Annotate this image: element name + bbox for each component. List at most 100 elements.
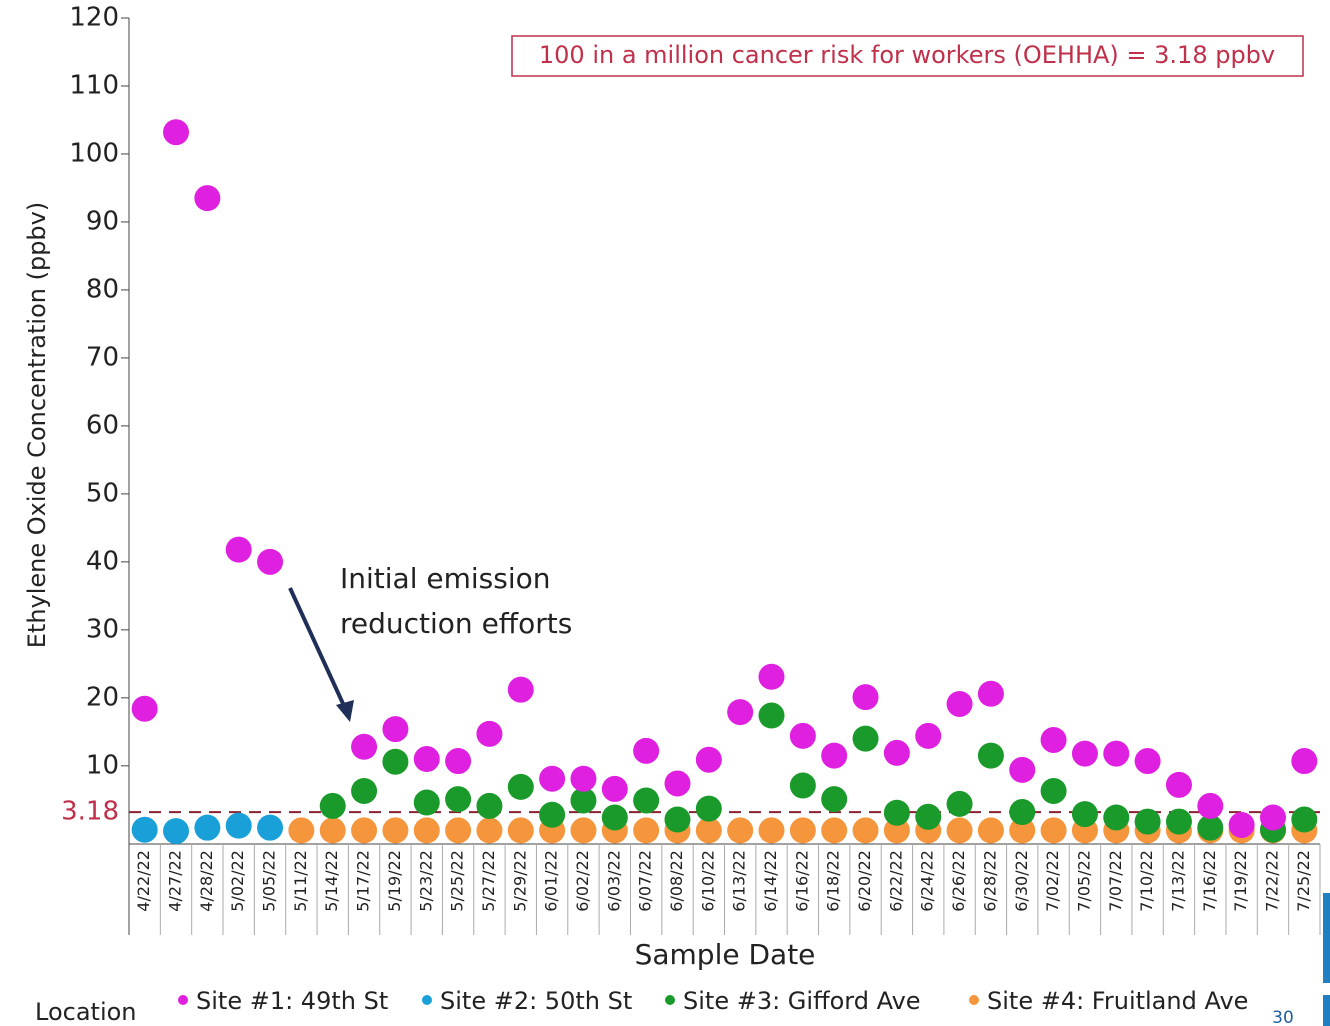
legend-label: Site #3: Gifford Ave bbox=[683, 987, 921, 1015]
data-point bbox=[1040, 817, 1067, 844]
data-point bbox=[977, 680, 1004, 707]
x-tick-label: 5/19/22 bbox=[385, 850, 404, 912]
annotation-text: reduction efforts bbox=[340, 607, 572, 640]
x-tick-label: 7/07/22 bbox=[1106, 850, 1125, 912]
data-point bbox=[445, 748, 472, 775]
data-point bbox=[382, 748, 409, 775]
data-point bbox=[507, 773, 534, 800]
data-point bbox=[695, 746, 722, 773]
data-point bbox=[601, 775, 628, 802]
data-point bbox=[758, 817, 785, 844]
data-point bbox=[915, 722, 942, 749]
x-tick-label: 7/13/22 bbox=[1168, 850, 1187, 912]
data-point bbox=[319, 817, 346, 844]
y-tick-label: 80 bbox=[86, 274, 119, 304]
data-point bbox=[852, 684, 879, 711]
x-tick-label: 6/13/22 bbox=[730, 850, 749, 912]
data-point bbox=[1040, 777, 1067, 804]
data-point bbox=[1259, 804, 1286, 831]
x-tick-label: 7/16/22 bbox=[1200, 850, 1219, 912]
data-point bbox=[413, 817, 440, 844]
data-point bbox=[1197, 814, 1224, 841]
data-point bbox=[1291, 748, 1318, 775]
x-tick-label: 4/27/22 bbox=[166, 850, 185, 912]
arrow-head bbox=[336, 700, 354, 722]
y-tick-label: 40 bbox=[86, 546, 119, 576]
x-tick-label: 7/02/22 bbox=[1043, 850, 1062, 912]
data-point bbox=[946, 817, 973, 844]
data-point bbox=[413, 789, 440, 816]
y-tick-label: 60 bbox=[86, 410, 119, 440]
data-point bbox=[1134, 748, 1161, 775]
data-point bbox=[507, 676, 534, 703]
data-point bbox=[1291, 806, 1318, 833]
annotation-arrow bbox=[288, 587, 347, 709]
data-point bbox=[977, 742, 1004, 769]
annotation-text: Initial emission bbox=[340, 562, 551, 595]
data-point bbox=[1228, 811, 1255, 838]
x-tick-label: 6/24/22 bbox=[918, 850, 937, 912]
data-point bbox=[946, 690, 973, 717]
data-point bbox=[163, 119, 190, 146]
data-point bbox=[789, 817, 816, 844]
data-point bbox=[570, 817, 597, 844]
legend-marker bbox=[969, 995, 979, 1005]
x-tick-label: 6/02/22 bbox=[573, 850, 592, 912]
data-point bbox=[194, 185, 221, 212]
data-point bbox=[539, 801, 566, 828]
data-point bbox=[1103, 740, 1130, 767]
data-point bbox=[758, 663, 785, 690]
data-point bbox=[351, 733, 378, 760]
data-point bbox=[821, 817, 848, 844]
x-tick-label: 4/22/22 bbox=[134, 850, 153, 912]
legend-label: Site #1: 49th St bbox=[196, 987, 388, 1015]
x-tick-label: 5/23/22 bbox=[416, 850, 435, 912]
data-point bbox=[131, 816, 158, 843]
legend-marker bbox=[422, 995, 432, 1005]
data-point bbox=[1165, 808, 1192, 835]
x-tick-label: 6/20/22 bbox=[855, 850, 874, 912]
x-tick-label: 6/07/22 bbox=[636, 850, 655, 912]
y-axis-label: Ethylene Oxide Concentration (ppbv) bbox=[23, 202, 51, 648]
data-point bbox=[1040, 726, 1067, 753]
data-point bbox=[633, 787, 660, 814]
data-point bbox=[225, 812, 252, 839]
data-point bbox=[601, 804, 628, 831]
data-point bbox=[570, 765, 597, 792]
data-point bbox=[915, 803, 942, 830]
data-point bbox=[257, 814, 284, 841]
data-point bbox=[1009, 756, 1036, 783]
x-tick-label: 6/14/22 bbox=[761, 850, 780, 912]
data-point bbox=[1103, 804, 1130, 831]
data-point bbox=[883, 739, 910, 766]
x-tick-label: 5/29/22 bbox=[510, 850, 529, 912]
data-point bbox=[351, 817, 378, 844]
y-tick-label: 10 bbox=[86, 750, 119, 780]
data-point bbox=[695, 795, 722, 822]
data-point bbox=[946, 790, 973, 817]
data-point bbox=[821, 786, 848, 813]
x-tick-label: 6/30/22 bbox=[1012, 850, 1031, 912]
annotation-box-text: 100 in a million cancer risk for workers… bbox=[539, 41, 1275, 69]
y-tick-label: 20 bbox=[86, 682, 119, 712]
data-point bbox=[883, 799, 910, 826]
data-point bbox=[789, 722, 816, 749]
data-point bbox=[789, 772, 816, 799]
reference-label: 3.18 bbox=[61, 797, 119, 827]
x-tick-label: 6/18/22 bbox=[824, 850, 843, 912]
x-tick-label: 5/02/22 bbox=[228, 850, 247, 912]
x-tick-label: 7/25/22 bbox=[1294, 850, 1313, 912]
x-tick-label: 5/25/22 bbox=[448, 850, 467, 912]
data-point bbox=[476, 817, 503, 844]
x-tick-label: 7/19/22 bbox=[1231, 850, 1250, 912]
y-tick-label: 30 bbox=[86, 614, 119, 644]
legend-marker bbox=[178, 995, 188, 1005]
x-axis-label: Sample Date bbox=[635, 938, 816, 971]
data-point bbox=[758, 702, 785, 729]
data-point bbox=[163, 818, 190, 845]
x-tick-label: 6/01/22 bbox=[542, 850, 561, 912]
annotation-box bbox=[511, 35, 1304, 77]
y-tick-label: 70 bbox=[86, 342, 119, 372]
x-tick-label: 5/11/22 bbox=[291, 850, 310, 912]
